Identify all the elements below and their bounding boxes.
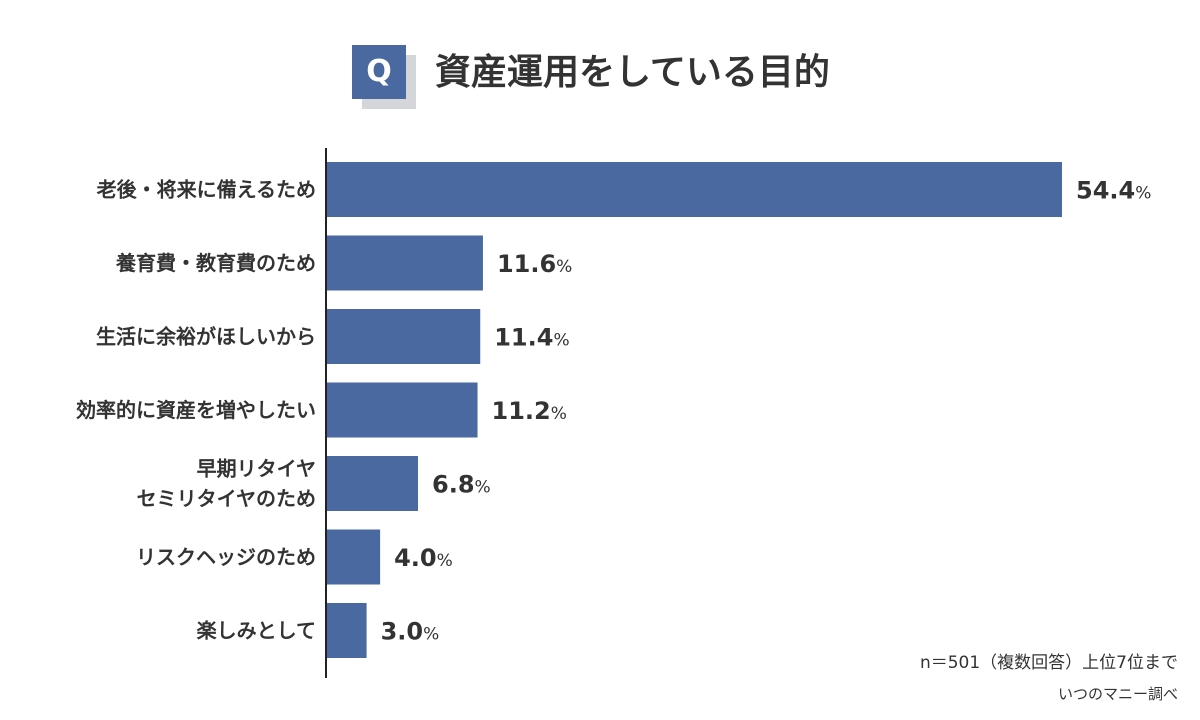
value-label: 11.6% xyxy=(497,250,572,278)
value-label: 11.2% xyxy=(492,397,567,425)
category-label: 楽しみとして xyxy=(197,619,316,643)
category-label: 養育費・教育費のため xyxy=(115,251,316,275)
source-note: いつのマニー調べ xyxy=(1057,685,1178,703)
q-badge: Q xyxy=(352,45,406,99)
bar xyxy=(326,162,1062,217)
chart-header: Q 資産運用をしている目的 xyxy=(0,45,1200,115)
bar xyxy=(326,235,483,291)
value-label: 4.0% xyxy=(394,544,453,572)
value-label: 6.8% xyxy=(432,471,491,499)
bar xyxy=(326,456,418,511)
category-label: リスクヘッジのため xyxy=(136,545,316,569)
bar xyxy=(326,309,481,364)
value-label: 11.4% xyxy=(494,324,569,352)
sample-note: n＝501（複数回答）上位7位まで xyxy=(919,653,1178,673)
bar xyxy=(326,603,367,658)
category-label: 早期リタイヤ xyxy=(197,457,316,481)
chart-title: 資産運用をしている目的 xyxy=(435,52,830,93)
value-label: 3.0% xyxy=(381,618,440,646)
category-label: 生活に余裕がほしいから xyxy=(96,325,316,349)
category-label: 老後・将来に備えるため xyxy=(97,178,316,202)
bar xyxy=(326,382,478,438)
category-label: セミリタイヤのため xyxy=(137,487,316,511)
bar xyxy=(326,529,381,585)
value-label: 54.4% xyxy=(1076,177,1151,205)
category-label: 効率的に資産を増やしたい xyxy=(76,398,316,422)
